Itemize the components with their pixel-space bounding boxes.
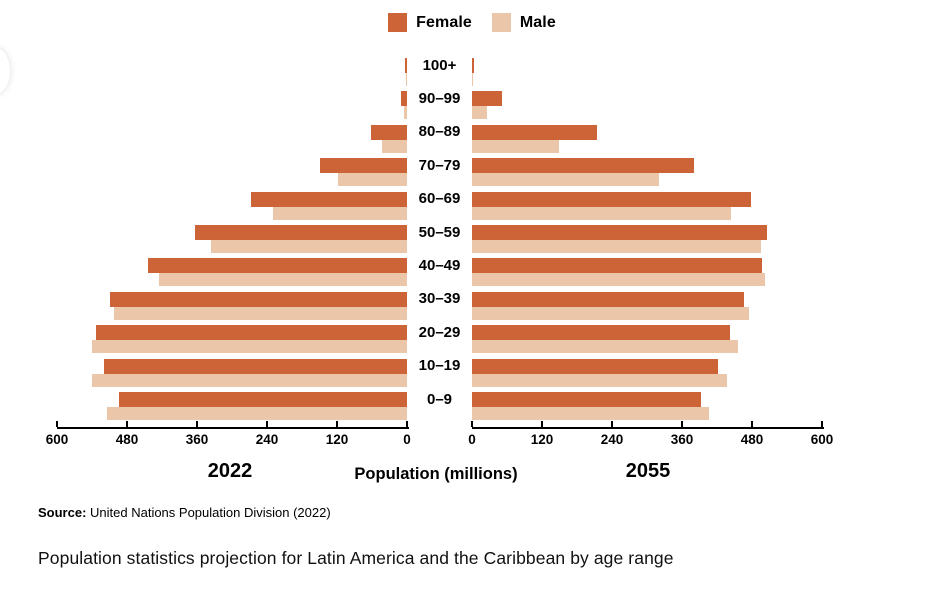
left-axis-tick-240: [266, 421, 268, 427]
bar-2022-female-60–69: [251, 191, 407, 207]
left-axis-tick-120: [336, 421, 338, 427]
bar-2022-male-30–39: [114, 306, 407, 320]
age-label-80–89: 80–89: [418, 123, 461, 141]
right-axis-tick-label-240: 240: [600, 432, 624, 447]
bar-2022-male-80–89: [381, 139, 407, 153]
bar-2055-female-100+: [472, 58, 475, 73]
legend-male-label: Male: [519, 13, 556, 31]
right-axis-tick-240: [611, 421, 613, 427]
left-axis-tick-label-600: 600: [45, 432, 69, 447]
bar-2022-female-90–99: [401, 91, 407, 107]
bar-2022-female-0–9: [118, 392, 407, 407]
bar-2055-female-80–89: [472, 124, 597, 140]
bar-2055-male-0–9: [472, 407, 709, 420]
legend-item-female: Female: [388, 13, 472, 32]
age-label-0–9: 0–9: [426, 390, 453, 408]
source-label: Source:: [38, 505, 87, 520]
right-axis-tick-label-480: 480: [740, 432, 764, 447]
right-axis-tick-600: [821, 421, 823, 427]
bar-2055-female-10–19: [472, 358, 719, 374]
bar-2055-male-100+: [472, 73, 474, 86]
right-axis-tick-label-120: 120: [530, 432, 554, 447]
source-line: Source: United Nations Population Divisi…: [38, 505, 331, 520]
bar-2022-male-0–9: [107, 407, 407, 420]
bar-2022-male-100+: [406, 73, 407, 86]
bar-2055-male-60–69: [472, 206, 731, 220]
bar-2055-male-90–99: [472, 106, 488, 120]
right-axis-tick-label-0: 0: [468, 432, 476, 447]
bar-2022-male-20–29: [92, 340, 407, 354]
bar-2022-male-50–59: [211, 240, 407, 253]
bar-2055-female-50–59: [472, 225, 768, 240]
age-label-60–69: 60–69: [418, 190, 461, 208]
bar-2055-female-30–39: [472, 291, 744, 307]
edge-artifact: [0, 48, 10, 94]
bar-2022-female-50–59: [195, 225, 407, 240]
x-axis-title: Population (millions): [354, 465, 518, 483]
bar-2022-male-10–19: [92, 373, 407, 387]
bar-2055-male-70–79: [472, 173, 659, 187]
age-label-20–29: 20–29: [418, 323, 461, 341]
right-chart-title: 2055: [625, 460, 671, 482]
bar-2022-female-70–79: [320, 158, 407, 174]
bar-2022-female-30–39: [110, 291, 407, 307]
chart-legend: Female Male: [0, 13, 944, 32]
bar-2055-female-60–69: [472, 191, 751, 207]
left-axis-tick-360: [196, 421, 198, 427]
right-axis-line: [472, 427, 824, 429]
left-axis-tick-label-360: 360: [185, 432, 209, 447]
left-axis-tick-600: [56, 421, 58, 427]
bar-2022-male-90–99: [404, 106, 407, 120]
legend-female-label: Female: [416, 13, 472, 31]
bar-2022-male-60–69: [272, 206, 407, 220]
left-axis-tick-480: [126, 421, 128, 427]
legend-item-male: Male: [491, 13, 556, 32]
bar-2022-female-100+: [405, 58, 407, 73]
bar-2055-male-30–39: [472, 306, 750, 320]
female-swatch-icon: [388, 13, 408, 32]
right-axis-tick-120: [541, 421, 543, 427]
bar-2022-female-80–89: [370, 124, 407, 140]
left-axis-tick-label-240: 240: [255, 432, 279, 447]
left-axis-tick-0: [406, 421, 408, 427]
left-chart-title: 2022: [207, 460, 253, 482]
left-axis-tick-label-120: 120: [325, 432, 349, 447]
male-swatch-icon: [491, 13, 511, 32]
bar-2055-male-10–19: [472, 373, 727, 387]
age-label-10–19: 10–19: [418, 357, 461, 375]
bar-2022-female-10–19: [104, 358, 407, 374]
bar-2022-female-20–29: [96, 325, 407, 341]
right-axis-tick-360: [681, 421, 683, 427]
right-axis-tick-480: [751, 421, 753, 427]
bar-2055-female-20–29: [472, 325, 730, 341]
bar-2055-female-0–9: [472, 392, 702, 407]
age-label-30–39: 30–39: [418, 290, 461, 308]
age-label-100+: 100+: [422, 56, 457, 74]
age-label-50–59: 50–59: [418, 223, 461, 241]
age-label-90–99: 90–99: [418, 89, 461, 107]
left-axis-line: [57, 427, 409, 429]
source-text: United Nations Population Division (2022…: [86, 505, 331, 520]
left-axis-tick-label-480: 480: [115, 432, 139, 447]
bar-2022-male-40–49: [159, 273, 407, 287]
bar-2022-female-40–49: [148, 258, 407, 274]
bar-2022-male-70–79: [338, 173, 407, 187]
bar-2055-female-90–99: [472, 91, 502, 107]
bar-2055-male-50–59: [472, 240, 761, 253]
bar-2055-female-70–79: [472, 158, 695, 174]
age-label-70–79: 70–79: [418, 156, 461, 174]
bar-2055-male-80–89: [472, 139, 559, 153]
right-axis-tick-label-360: 360: [670, 432, 694, 447]
age-label-40–49: 40–49: [418, 256, 461, 274]
right-axis-tick-label-600: 600: [810, 432, 834, 447]
figure-caption: Population statistics projection for Lat…: [38, 548, 674, 568]
right-axis-tick-0: [471, 421, 473, 427]
bar-2055-male-40–49: [472, 273, 765, 287]
left-axis-tick-label-0: 0: [403, 432, 411, 447]
bar-2055-female-40–49: [472, 258, 762, 274]
bar-2055-male-20–29: [472, 340, 738, 354]
